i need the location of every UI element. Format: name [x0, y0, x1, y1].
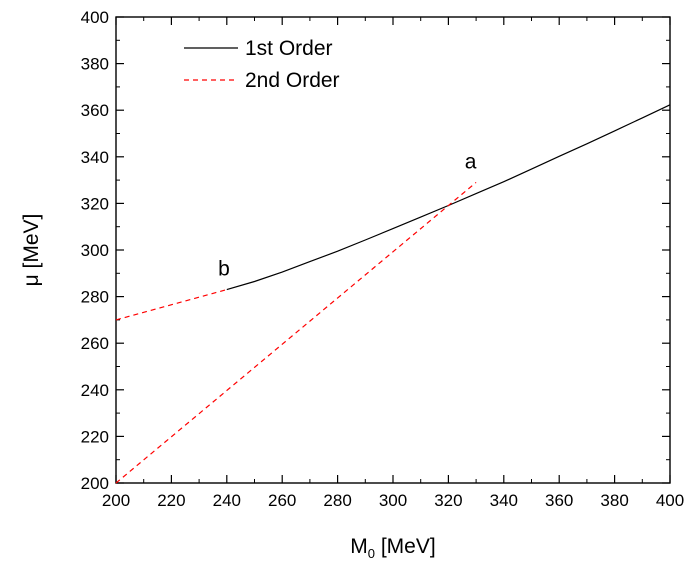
x-tick-label: 300	[379, 491, 407, 510]
x-tick-label: 220	[157, 491, 185, 510]
y-axis-title: μ [MeV]	[20, 214, 43, 287]
series-layer	[115, 104, 671, 484]
x-axis-title-main: M	[350, 535, 368, 558]
x-axis-ticks: 200 220 240 260 280 300 320 340 360 380 400	[102, 17, 684, 510]
x-tick-label: 280	[323, 491, 351, 510]
legend: 1st Order 2nd Order	[184, 37, 340, 92]
y-tick-label: 400	[81, 8, 109, 27]
annotation-label-a: a	[465, 150, 477, 173]
y-tick-label: 240	[81, 381, 109, 400]
legend-label-1st-order: 1st Order	[245, 37, 333, 60]
y-tick-label: 360	[81, 101, 109, 120]
series-2nd-order-line	[115, 181, 477, 484]
y-axis-ticks: 200 220 240 260 280 300 320 340 360 380 400	[81, 8, 670, 493]
x-tick-label: 240	[213, 491, 241, 510]
x-tick-label: 200	[102, 491, 130, 510]
x-axis-title: M0 [MeV]	[350, 535, 435, 561]
x-tick-label: 400	[656, 491, 684, 510]
minor-ticks	[116, 17, 670, 483]
x-axis-title-unit: [MeV]	[375, 535, 436, 558]
y-tick-label: 320	[81, 194, 109, 213]
x-tick-label: 320	[434, 491, 462, 510]
x-tick-label: 260	[268, 491, 296, 510]
annotation-layer: ab	[218, 150, 477, 280]
y-tick-label: 260	[81, 334, 109, 353]
x-tick-label: 340	[490, 491, 518, 510]
y-tick-label: 220	[81, 427, 109, 446]
legend-label-2nd-order: 2nd Order	[245, 69, 340, 92]
y-tick-label: 380	[81, 55, 109, 74]
y-tick-label: 300	[81, 241, 109, 260]
series-2nd-order-line	[115, 289, 227, 321]
x-tick-label: 380	[600, 491, 628, 510]
annotation-label-b: b	[218, 258, 230, 281]
y-tick-label: 280	[81, 288, 109, 307]
y-tick-label: 340	[81, 148, 109, 167]
x-tick-label: 360	[545, 491, 573, 510]
x-axis-title-subscript: 0	[368, 546, 375, 561]
series-1st-order-line	[226, 104, 671, 291]
y-tick-label: 200	[81, 474, 109, 493]
